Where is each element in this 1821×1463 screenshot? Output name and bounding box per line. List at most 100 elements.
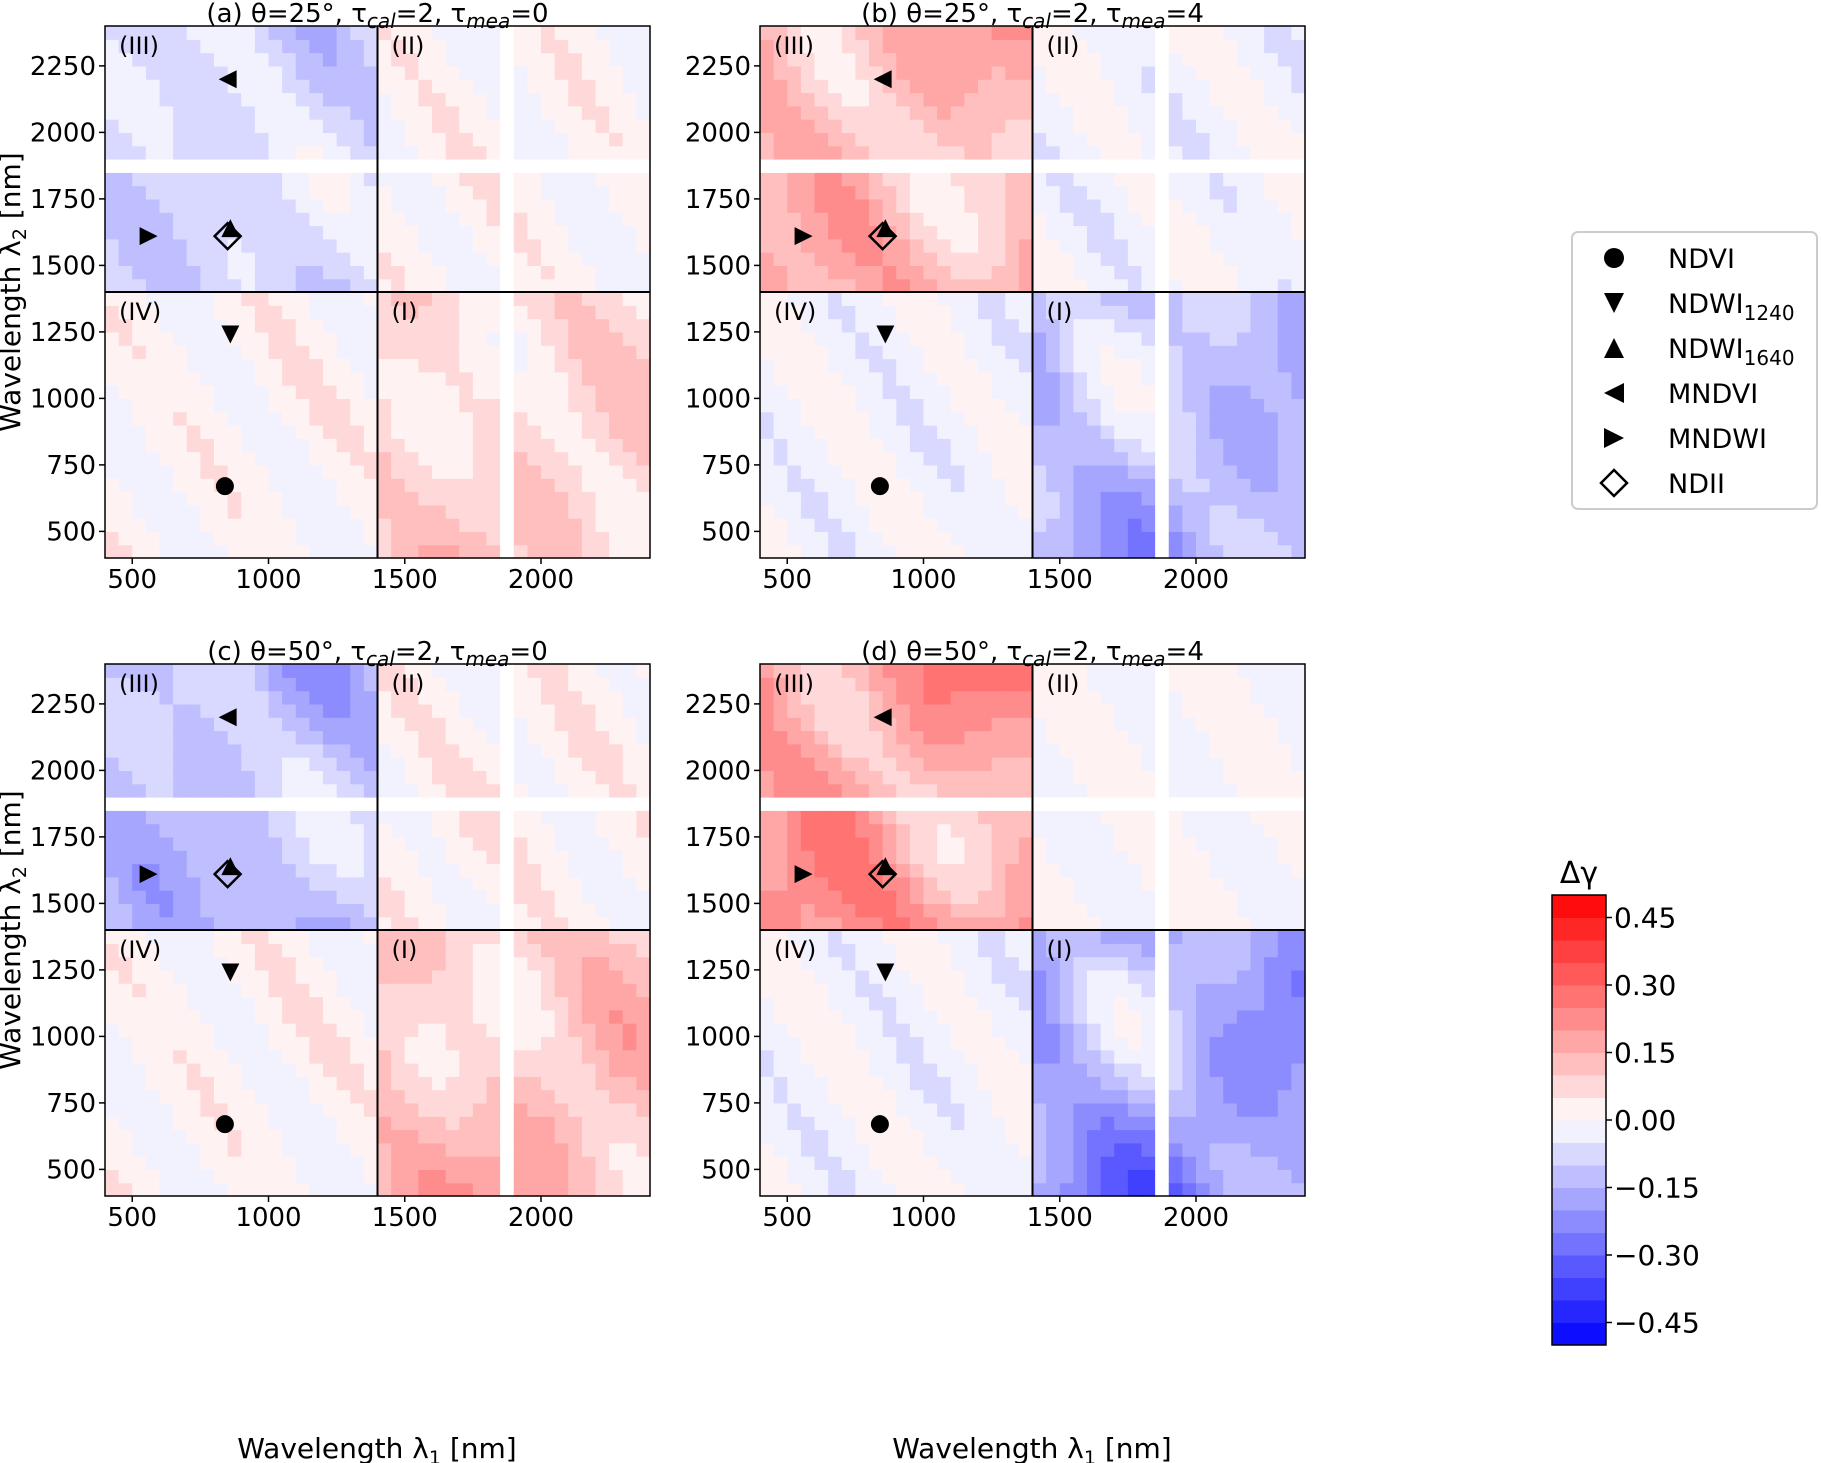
heatmap-cell bbox=[432, 464, 447, 479]
heatmap-cell bbox=[459, 212, 474, 227]
heatmap-cell bbox=[609, 730, 624, 745]
heatmap-cell bbox=[568, 385, 583, 399]
heatmap-cell bbox=[472, 890, 488, 904]
heatmap-cell bbox=[132, 52, 147, 67]
heatmap-cell bbox=[609, 531, 624, 546]
heatmap-cell bbox=[186, 730, 201, 745]
heatmap-cell bbox=[1073, 345, 1088, 360]
heatmap-cell bbox=[595, 39, 610, 54]
heatmap-cell bbox=[978, 345, 993, 360]
heatmap-cell bbox=[1264, 132, 1279, 147]
heatmap-cell bbox=[1264, 518, 1279, 532]
heatmap-cell bbox=[1087, 464, 1102, 479]
heatmap-cell bbox=[404, 411, 419, 426]
heatmap-cell bbox=[254, 956, 270, 971]
heatmap-cell bbox=[418, 398, 433, 413]
heatmap-cell bbox=[159, 1009, 174, 1024]
heatmap-cell bbox=[1018, 238, 1034, 253]
heatmap-cell bbox=[391, 331, 406, 346]
heatmap-cell bbox=[118, 531, 133, 546]
heatmap-cell bbox=[309, 1063, 324, 1077]
heatmap-cell bbox=[254, 318, 270, 333]
heatmap-cell bbox=[636, 198, 651, 213]
heatmap-cell bbox=[377, 491, 392, 506]
heatmap-cell bbox=[1018, 318, 1034, 333]
heatmap-cell bbox=[486, 252, 501, 266]
heatmap-cell bbox=[595, 863, 610, 878]
heatmap-cell bbox=[636, 225, 651, 240]
heatmap-cell bbox=[159, 916, 174, 931]
heatmap-cell bbox=[527, 1009, 542, 1024]
heatmap-cell bbox=[186, 1009, 201, 1024]
heatmap-cell bbox=[978, 26, 993, 40]
heatmap-cell bbox=[882, 159, 897, 173]
heatmap-cell bbox=[241, 398, 256, 413]
heatmap-cell bbox=[241, 1182, 256, 1197]
heatmap-cell bbox=[472, 478, 488, 493]
heatmap-cell bbox=[200, 305, 215, 320]
heatmap-cell bbox=[486, 491, 501, 506]
y-tick-label: 2000 bbox=[30, 118, 96, 148]
heatmap-cell bbox=[500, 451, 515, 466]
heatmap-cell bbox=[432, 730, 447, 745]
heatmap-cell bbox=[978, 252, 993, 266]
heatmap-cell bbox=[500, 371, 515, 386]
heatmap-cell bbox=[636, 1129, 651, 1144]
heatmap-cell bbox=[869, 292, 884, 306]
heatmap-cell bbox=[828, 265, 843, 280]
heatmap-cell bbox=[760, 1169, 775, 1184]
heatmap-cell bbox=[214, 1102, 229, 1117]
heatmap-cell bbox=[186, 278, 201, 293]
heatmap-cell bbox=[418, 172, 433, 187]
heatmap-cell bbox=[500, 491, 515, 506]
heatmap-cell bbox=[554, 65, 569, 80]
heatmap-cell bbox=[105, 983, 120, 998]
heatmap-cell bbox=[1182, 159, 1197, 173]
heatmap-cell bbox=[377, 544, 392, 559]
heatmap-cell bbox=[404, 504, 419, 519]
heatmap-cell bbox=[841, 119, 856, 133]
heatmap-cell bbox=[336, 172, 351, 187]
heatmap-cell bbox=[964, 464, 979, 479]
heatmap-cell bbox=[923, 451, 938, 466]
heatmap-cell bbox=[173, 996, 188, 1011]
heatmap-cell bbox=[978, 185, 993, 200]
heatmap-cell bbox=[363, 1076, 379, 1091]
heatmap-cell bbox=[1141, 331, 1156, 346]
heatmap-cell bbox=[937, 119, 952, 133]
heatmap-cell bbox=[581, 757, 597, 771]
heatmap-cell bbox=[581, 956, 597, 971]
heatmap-cell bbox=[1250, 385, 1265, 399]
heatmap-cell bbox=[1182, 305, 1197, 320]
heatmap-cell bbox=[800, 65, 816, 80]
heatmap-cell bbox=[554, 850, 569, 865]
heatmap-cell bbox=[282, 398, 297, 413]
heatmap-cell bbox=[814, 318, 829, 333]
heatmap-cell bbox=[1209, 331, 1224, 346]
heatmap-cell bbox=[254, 903, 270, 918]
heatmap-cell bbox=[418, 425, 433, 439]
heatmap-cell bbox=[609, 1049, 624, 1064]
heatmap-cell bbox=[527, 305, 542, 320]
heatmap-cell bbox=[1291, 292, 1306, 306]
heatmap-cell bbox=[760, 345, 775, 360]
heatmap-cell bbox=[609, 1142, 624, 1157]
heatmap-cell bbox=[145, 664, 161, 678]
marker-mndwi bbox=[139, 865, 158, 884]
region-label: (I) bbox=[392, 298, 418, 326]
heatmap-cell bbox=[581, 26, 597, 40]
heatmap-cell bbox=[1059, 278, 1074, 293]
heatmap-cell bbox=[200, 677, 215, 692]
heatmap-cell bbox=[295, 664, 310, 678]
heatmap-cell bbox=[486, 385, 501, 399]
heatmap-cell bbox=[554, 159, 569, 173]
heatmap-cell bbox=[200, 664, 215, 678]
heatmap-cell bbox=[336, 39, 351, 54]
heatmap-cell bbox=[609, 690, 624, 705]
heatmap-cell bbox=[132, 1089, 147, 1104]
heatmap-cell bbox=[787, 172, 802, 187]
heatmap-cell bbox=[841, 79, 856, 94]
heatmap-cell bbox=[105, 92, 120, 107]
heatmap-cell bbox=[186, 956, 201, 971]
heatmap-cell bbox=[118, 743, 133, 758]
